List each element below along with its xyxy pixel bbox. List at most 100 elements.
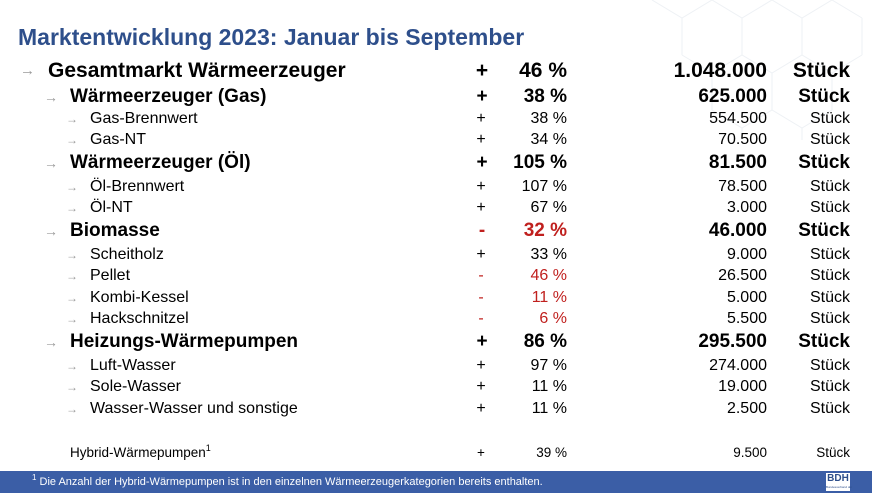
subcategory-row: → Gas-NT +34 % 70.500 Stück	[0, 129, 872, 151]
total-row: → Gesamtmarkt Wärmeerzeuger +46 % 1.048.000…	[0, 58, 872, 84]
arrow-icon: →	[66, 133, 78, 147]
row-amount: 554.500	[709, 110, 767, 127]
hybrid-row: Hybrid-Wärmepumpen1 + 39 % 9.500 Stück	[0, 443, 872, 463]
row-percent: 67 %	[530, 199, 567, 216]
hybrid-sign: +	[477, 445, 485, 460]
row-percent: 38 %	[523, 86, 567, 107]
row-amount: 625.000	[698, 86, 767, 107]
row-label: Pellet	[90, 267, 131, 284]
row-amount: 3.000	[726, 199, 767, 216]
row-label: Öl-Brennwert	[90, 178, 185, 195]
logo-subtext: Bundesverband der	[826, 485, 853, 489]
footnote-text: Die Anzahl der Hybrid-Wärmepumpen ist in…	[36, 476, 543, 488]
row-sign: +	[476, 199, 486, 216]
row-label: Gas-NT	[90, 131, 146, 148]
row-sign: -	[478, 289, 484, 306]
row-percent: 34 %	[530, 131, 567, 148]
footer-bar: 1 Die Anzahl der Hybrid-Wärmepumpen ist …	[0, 471, 872, 493]
hybrid-amount: 9.500	[733, 445, 767, 460]
row-unit: Stück	[809, 267, 850, 284]
row-percent: 105 %	[513, 152, 567, 173]
row-sign: +	[476, 357, 486, 374]
row-label: Öl-NT	[90, 199, 133, 216]
row-label: Scheitholz	[90, 246, 164, 263]
row-label: Luft-Wasser	[90, 357, 176, 374]
row-sign: -	[478, 267, 484, 284]
arrow-icon: →	[66, 248, 78, 262]
row-percent: 6 %	[539, 310, 567, 327]
row-amount: 1.048.000	[673, 59, 767, 82]
hybrid-unit: Stück	[816, 445, 850, 460]
footnote-mark: 1	[205, 443, 211, 453]
hybrid-percent: 39 %	[536, 445, 567, 460]
row-unit: Stück	[798, 331, 850, 352]
row-label: Hackschnitzel	[90, 310, 189, 327]
footnote-number: 1	[32, 473, 37, 482]
row-sign: +	[475, 59, 489, 82]
hybrid-label: Hybrid-Wärmepumpen1	[70, 443, 211, 461]
arrow-icon: →	[66, 312, 78, 326]
arrow-icon: →	[66, 380, 78, 394]
row-percent: 38 %	[530, 110, 567, 127]
subcategory-row: → Hackschnitzel - 6 % 5.500 Stück	[0, 308, 872, 330]
row-amount: 274.000	[709, 357, 767, 374]
row-label: Sole-Wasser	[90, 378, 181, 395]
row-unit: Stück	[792, 59, 850, 82]
subcategory-row: → Pellet - 46 % 26.500 Stück	[0, 265, 872, 287]
arrow-icon: →	[20, 62, 35, 79]
row-percent: 46 %	[519, 59, 567, 82]
row-unit: Stück	[809, 178, 850, 195]
row-amount: 295.500	[698, 331, 767, 352]
row-percent: 33 %	[530, 246, 567, 263]
subcategory-row: → Öl-Brennwert +107 % 78.500 Stück	[0, 176, 872, 198]
row-sign: +	[476, 131, 486, 148]
row-percent: 11 %	[531, 289, 567, 306]
arrow-icon: →	[66, 201, 78, 215]
row-unit: Stück	[809, 357, 850, 374]
row-percent: 86 %	[523, 331, 567, 352]
subcategory-row: → Kombi-Kessel - 11 % 5.000 Stück	[0, 287, 872, 309]
row-sign: +	[476, 378, 486, 395]
row-label: Biomasse	[70, 220, 160, 241]
row-amount: 78.500	[718, 178, 767, 195]
row-unit: Stück	[798, 152, 850, 173]
subcategory-row: → Luft-Wasser +97 % 274.000 Stück	[0, 355, 872, 377]
arrow-icon: →	[44, 89, 58, 105]
category-row: → Biomasse - 32 % 46.000 Stück	[0, 219, 872, 243]
row-percent: 11 %	[531, 400, 567, 417]
page-title: Marktentwicklung 2023: Januar bis Septem…	[18, 24, 525, 50]
footnote: 1 Die Anzahl der Hybrid-Wärmepumpen ist …	[32, 471, 543, 493]
row-unit: Stück	[809, 199, 850, 216]
row-percent: 32 %	[523, 220, 567, 241]
row-unit: Stück	[809, 246, 850, 263]
arrow-icon: →	[66, 269, 78, 283]
category-row: → Heizungs-Wärmepumpen +86 % 295.500 Stück	[0, 330, 872, 354]
background-cube-pattern	[651, 0, 863, 140]
arrow-icon: →	[44, 155, 58, 171]
row-sign: +	[476, 110, 486, 127]
row-sign: +	[476, 86, 488, 107]
row-percent: 107 %	[521, 178, 567, 195]
row-amount: 70.500	[718, 131, 767, 148]
row-label: Wärmeerzeuger (Öl)	[70, 152, 251, 173]
arrow-icon: →	[66, 112, 78, 126]
row-label: Gas-Brennwert	[90, 110, 198, 127]
subcategory-row: → Wasser-Wasser und sonstige +11 % 2.500 Stü…	[0, 398, 872, 420]
arrow-icon: →	[66, 291, 78, 305]
row-unit: Stück	[809, 378, 850, 395]
row-label: Gesamtmarkt Wärmeerzeuger	[48, 59, 346, 82]
row-unit: Stück	[809, 400, 850, 417]
bdh-logo: BDH Bundesverband der	[826, 473, 853, 491]
row-sign: +	[476, 246, 486, 263]
row-amount: 26.500	[718, 267, 767, 284]
row-amount: 5.500	[726, 310, 767, 327]
row-amount: 46.000	[708, 220, 767, 241]
row-amount: 9.000	[726, 246, 767, 263]
row-amount: 2.500	[726, 400, 767, 417]
subcategory-row: → Sole-Wasser +11 % 19.000 Stück	[0, 376, 872, 398]
row-sign: -	[478, 220, 486, 241]
row-label: Wärmeerzeuger (Gas)	[70, 86, 267, 107]
category-row: → Wärmeerzeuger (Gas) +38 % 625.000 Stück	[0, 85, 872, 109]
row-label: Heizungs-Wärmepumpen	[70, 331, 299, 352]
row-amount: 19.000	[718, 378, 767, 395]
